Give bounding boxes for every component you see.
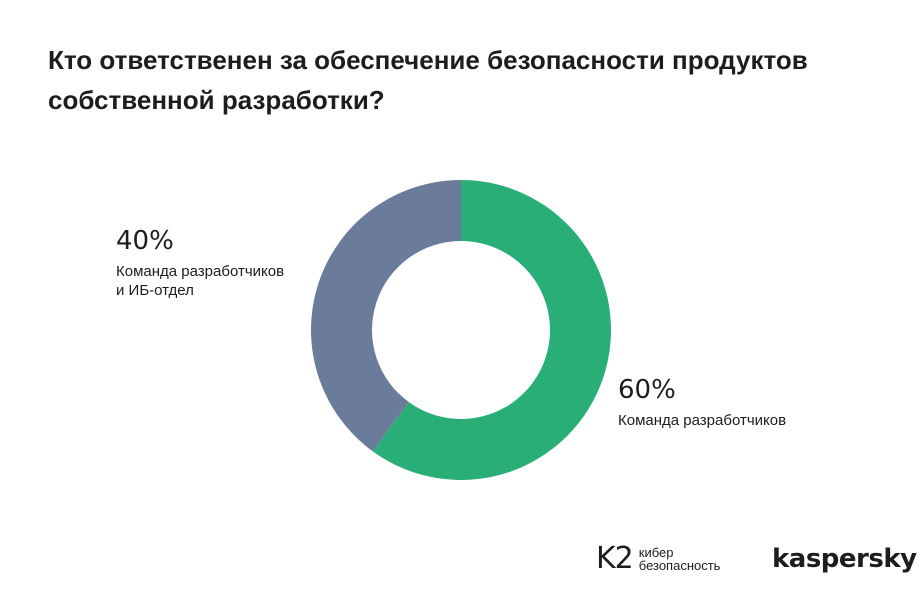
slice-desc-60-line-1: Команда разработчиков — [618, 412, 787, 429]
k2-logo-text-line-1: кибер — [638, 545, 674, 560]
chart-title-line-2: собственной разработки? — [48, 85, 385, 115]
chart-title: Кто ответственен за обеспечение безопасн… — [48, 40, 868, 120]
chart-title-line-1: Кто ответственен за обеспечение безопасн… — [48, 45, 808, 75]
slice-percent-40: 40% — [116, 226, 174, 256]
donut-slice-40 — [311, 180, 461, 452]
k2-logo-mark: K2 — [596, 541, 634, 576]
k2-logo: K2 кибер безопасность — [596, 544, 720, 574]
kaspersky-logo: kaspersky — [772, 544, 917, 574]
slice-percent-60: 60% — [618, 375, 676, 405]
slice-desc-60: Команда разработчиков — [618, 411, 786, 430]
k2-logo-text: кибер безопасность — [639, 546, 721, 572]
donut-slice-60 — [372, 180, 611, 480]
slice-desc-40-line-2: и ИБ-отдел — [116, 282, 194, 299]
slice-desc-40: Команда разработчиков и ИБ-отдел — [116, 262, 284, 300]
slice-desc-40-line-1: Команда разработчиков — [116, 263, 285, 280]
k2-logo-text-line-2: безопасность — [638, 558, 721, 573]
slice-label-40: 40% Команда разработчиков и ИБ-отдел — [116, 226, 284, 300]
slice-label-60: 60% Команда разработчиков — [618, 375, 786, 430]
